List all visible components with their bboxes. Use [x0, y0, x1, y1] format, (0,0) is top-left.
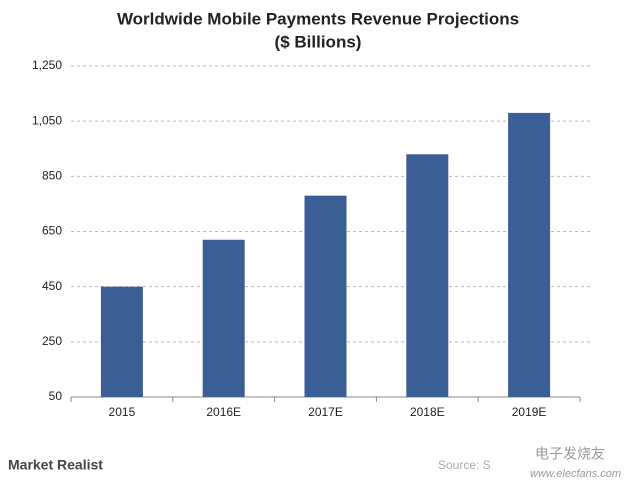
source: Source: S [438, 458, 491, 472]
bar [202, 239, 245, 397]
x-tick-label: 2018E [410, 405, 445, 419]
chart-subtitle: ($ Billions) [275, 32, 362, 51]
bar [508, 112, 551, 398]
watermark-name: 电子发烧友 [535, 446, 605, 462]
x-tick-label: 2015 [109, 405, 136, 419]
watermark-url: www.elecfans.com [530, 468, 621, 480]
x-tick-label: 2017E [308, 405, 343, 419]
y-tick-label: 850 [42, 169, 62, 183]
y-tick-label: 450 [42, 279, 62, 293]
x-tick-label: 2019E [512, 405, 547, 419]
bar [304, 195, 347, 397]
x-tick-label: 2016E [206, 405, 241, 419]
y-tick-label: 1,250 [32, 58, 62, 72]
bar [100, 286, 143, 397]
y-tick-label: 250 [42, 334, 62, 348]
logo: Market Realist [8, 457, 103, 473]
chart-title: Worldwide Mobile Payments Revenue Projec… [117, 9, 519, 28]
y-tick-label: 650 [42, 224, 62, 238]
bar [406, 154, 449, 397]
y-tick-label: 1,050 [32, 113, 62, 127]
y-tick-label: 50 [49, 389, 63, 403]
